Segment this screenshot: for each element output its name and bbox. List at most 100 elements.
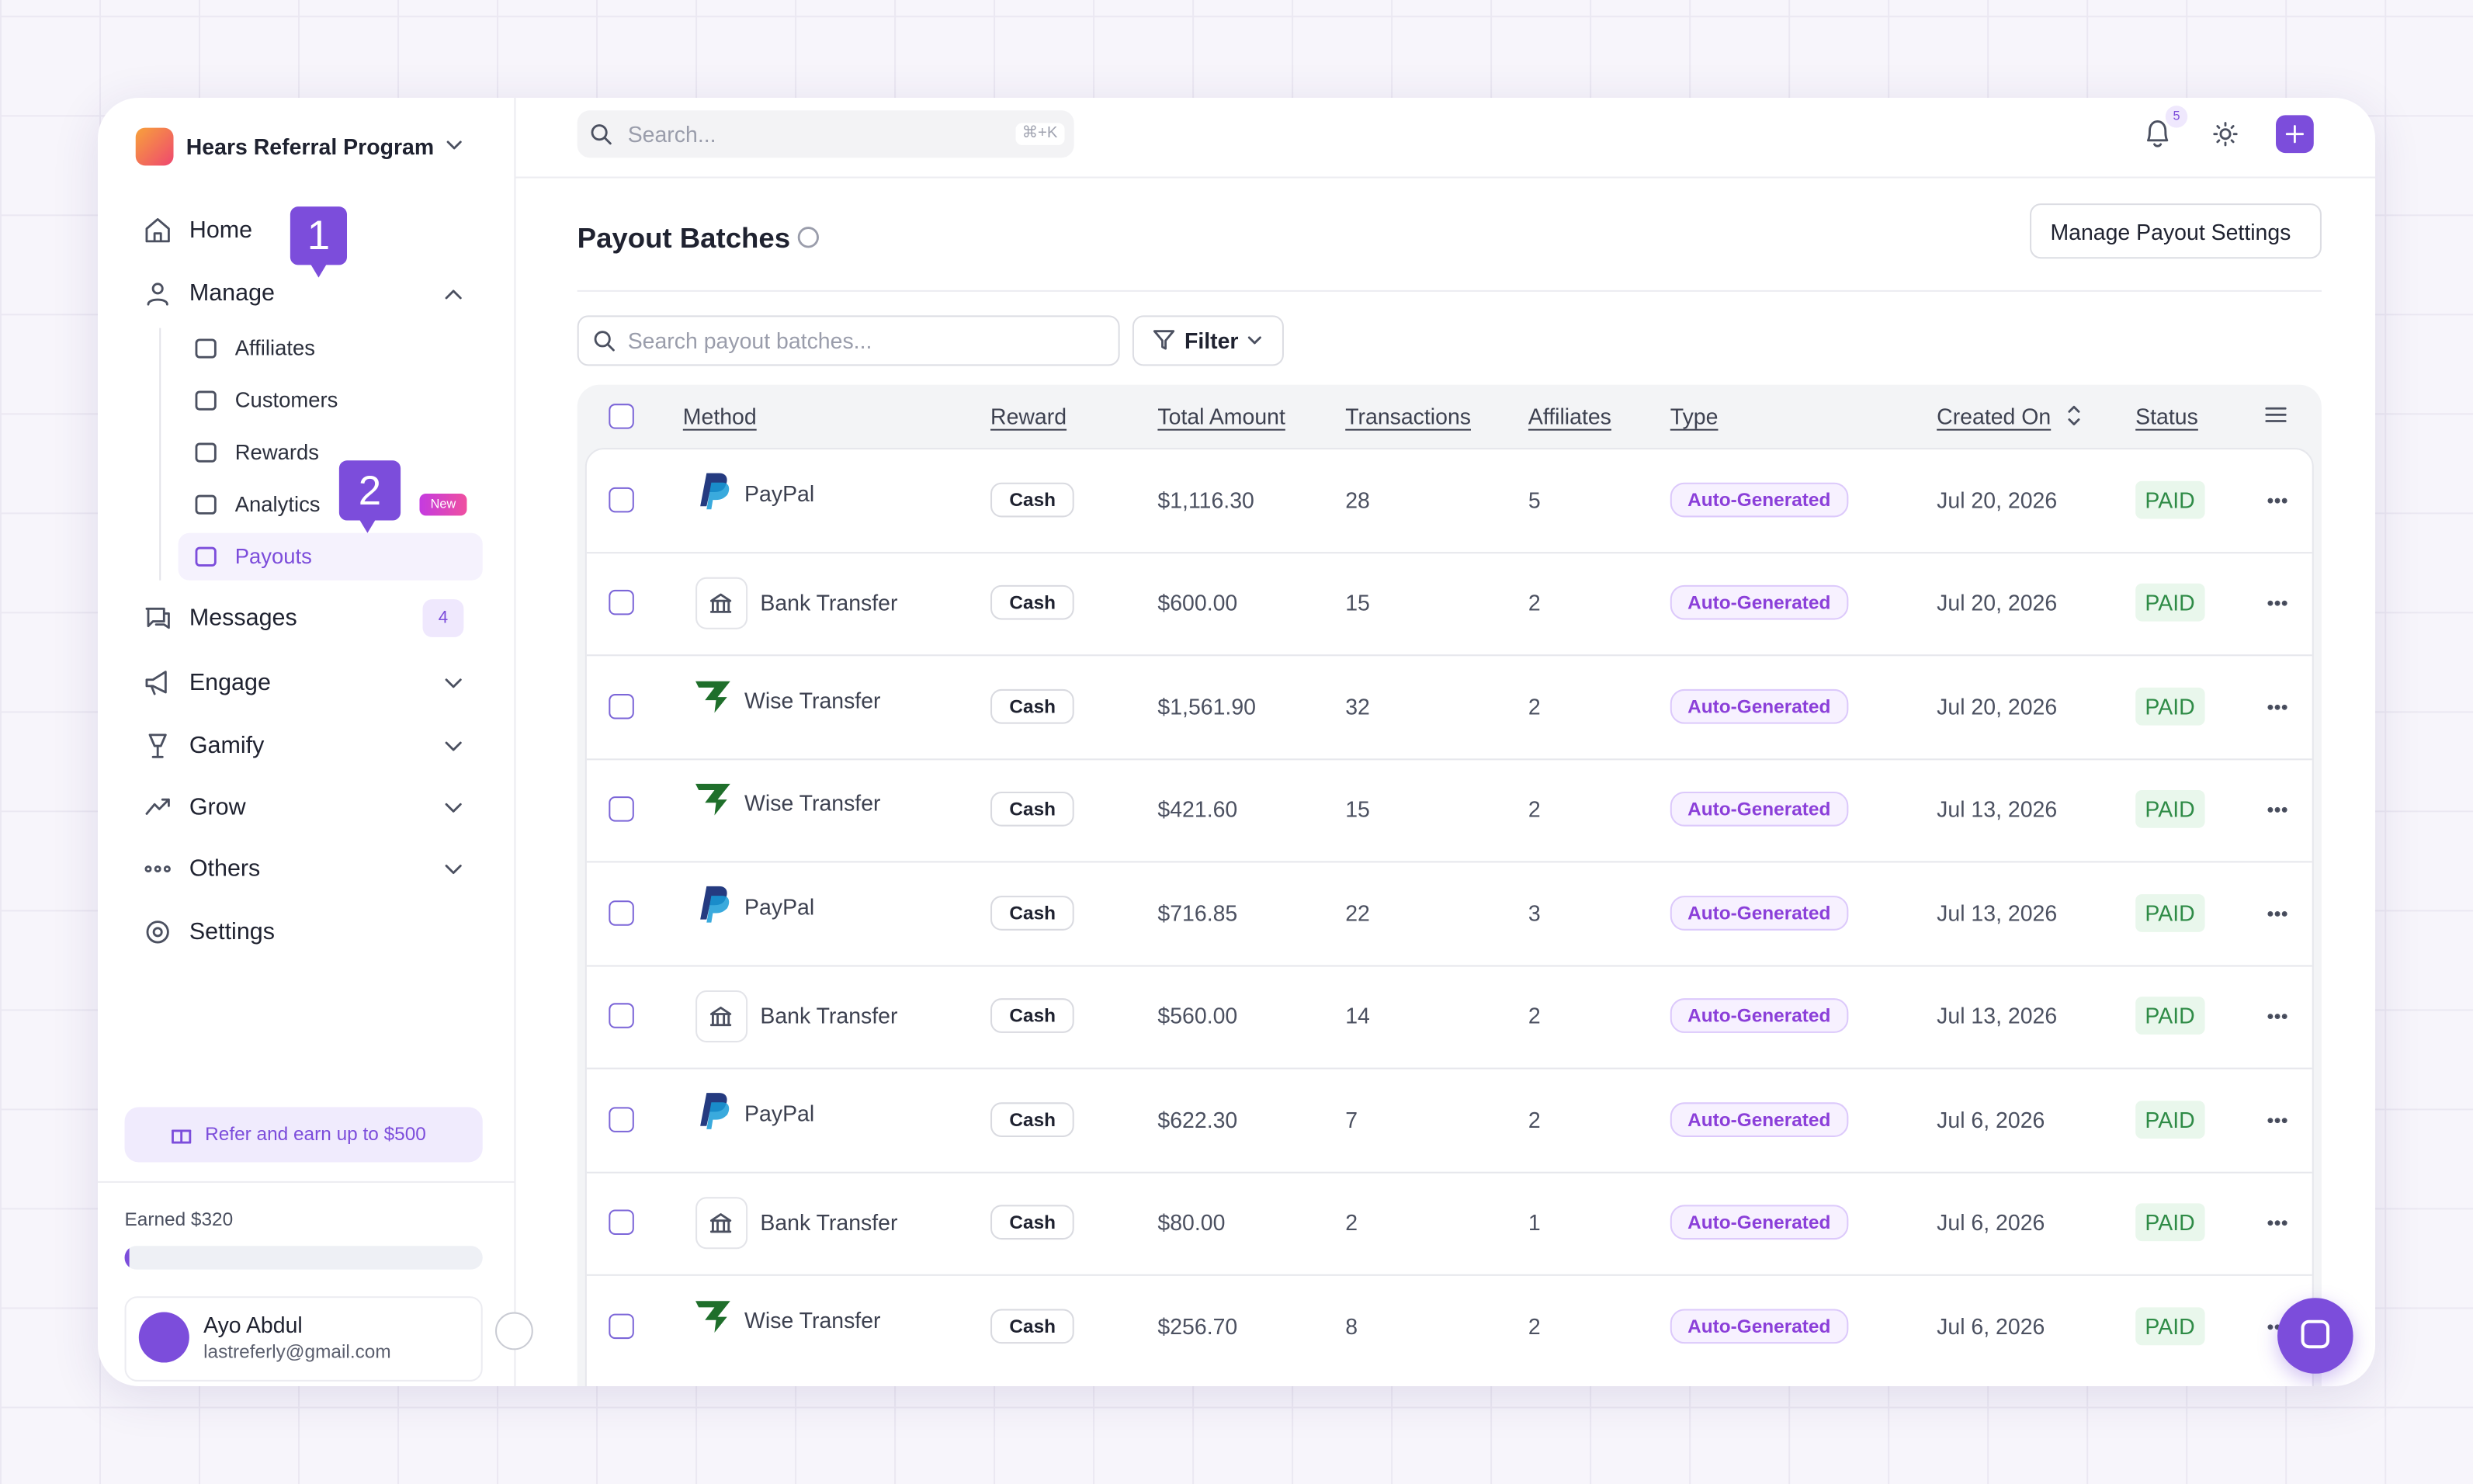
submenu-item[interactable]: Analytics: [234, 492, 321, 516]
refer-text: Refer and earn up to $500: [205, 1122, 426, 1146]
bell[interactable]: [2145, 120, 2170, 148]
add-button[interactable]: [2276, 115, 2314, 154]
method-icon-box: [695, 577, 748, 630]
row-checkbox[interactable]: [609, 487, 634, 512]
method-icon: [700, 1092, 730, 1129]
submenu-item[interactable]: Customers: [234, 388, 338, 412]
row-checkbox[interactable]: [609, 900, 634, 926]
workspace-name[interactable]: Hears Referral Program: [186, 133, 435, 160]
column-header[interactable]: Transactions: [1345, 404, 1471, 429]
transactions: 32: [1345, 693, 1370, 719]
sort-icon: [2068, 405, 2080, 426]
row-divider: [586, 1274, 2312, 1276]
settings-button[interactable]: [2030, 203, 2322, 259]
type-pill: Auto-Generated: [1670, 1101, 1848, 1137]
status: PAID: [2135, 687, 2204, 726]
method: Bank Transfer: [760, 590, 898, 615]
column-header[interactable]: Status: [2135, 404, 2198, 429]
help-icon[interactable]: [797, 227, 819, 248]
status: PAID: [2135, 480, 2204, 518]
row-checkbox[interactable]: [609, 1003, 634, 1029]
row-divider: [586, 1170, 2312, 1173]
user-card[interactable]: [124, 1296, 483, 1382]
nav-icon: [145, 607, 170, 629]
row-checkbox[interactable]: [609, 693, 634, 719]
nav-icon: [145, 671, 167, 695]
affiliates: 3: [1528, 900, 1541, 926]
created-on: Jul 20, 2026: [1937, 487, 2058, 512]
column-header[interactable]: Method: [682, 404, 757, 429]
nav-item[interactable]: Messages: [189, 605, 297, 632]
tour-callout: 1: [290, 206, 348, 265]
reward-pill: Cash: [990, 688, 1075, 724]
submenu-item[interactable]: Rewards: [234, 440, 320, 464]
transactions: 2: [1345, 1209, 1358, 1236]
table-search[interactable]: [577, 315, 1120, 366]
row-actions: [2267, 1220, 2287, 1226]
nav-item[interactable]: Home: [189, 217, 253, 244]
nav-item[interactable]: Engage: [189, 669, 271, 697]
submenu-item[interactable]: Affiliates: [234, 336, 315, 360]
type-pill: Auto-Generated: [1670, 688, 1848, 724]
nav-icon: [148, 733, 167, 758]
row-actions: [2267, 601, 2287, 607]
affiliates: 2: [1528, 796, 1541, 823]
page-title: Payout Batches: [577, 222, 791, 255]
table-search-placeholder: Search payout batches...: [627, 328, 872, 354]
column-header[interactable]: Affiliates: [1528, 404, 1611, 429]
row-divider: [586, 551, 2312, 553]
plus: [2285, 125, 2304, 144]
method-icon: [695, 681, 730, 713]
column-header[interactable]: Created On: [1937, 404, 2052, 429]
active-bg: [178, 532, 483, 581]
nav-item[interactable]: Others: [189, 855, 261, 882]
affiliates: 2: [1528, 693, 1541, 719]
nav-icon: [144, 865, 171, 873]
nav-item[interactable]: Grow: [189, 794, 246, 821]
theme-toggle[interactable]: [2213, 122, 2238, 147]
method: PayPal: [744, 480, 815, 506]
row-checkbox[interactable]: [609, 590, 634, 615]
nav-item[interactable]: Manage: [189, 279, 275, 307]
columns-icon[interactable]: [2265, 407, 2287, 422]
collapse-button[interactable]: [495, 1312, 533, 1351]
refer-button[interactable]: [124, 1107, 483, 1163]
row-checkbox[interactable]: [609, 1313, 634, 1339]
topbar-border: [515, 176, 2376, 179]
chevron: [445, 803, 462, 813]
submenu-item[interactable]: Payouts: [234, 544, 312, 568]
type-pill: Auto-Generated: [1670, 1205, 1848, 1240]
row-divider: [586, 964, 2312, 966]
reward-pill: Cash: [990, 998, 1075, 1034]
settings-button-text: Manage Payout Settings: [2050, 219, 2291, 244]
global-search[interactable]: [577, 110, 1074, 158]
method-icon: [700, 886, 730, 923]
row-divider: [586, 1067, 2312, 1070]
status: PAID: [2135, 1203, 2204, 1242]
method-icon: [695, 784, 730, 816]
type-pill: Auto-Generated: [1670, 895, 1848, 931]
filter-button[interactable]: [1132, 315, 1284, 366]
shortcut: ⌘+K: [1015, 123, 1064, 145]
column-header[interactable]: Total Amount: [1157, 404, 1285, 429]
total-amount: $80.00: [1157, 1209, 1226, 1236]
transactions: 14: [1345, 1003, 1370, 1029]
column-header[interactable]: Reward: [990, 404, 1067, 429]
row-checkbox[interactable]: [609, 1106, 634, 1132]
row-checkbox[interactable]: [609, 796, 634, 823]
filter-icon: [1153, 330, 1175, 350]
method: Wise Transfer: [744, 1306, 881, 1333]
column-header[interactable]: Type: [1670, 404, 1719, 429]
row-checkbox[interactable]: [609, 1209, 634, 1236]
method-icon: [695, 1300, 730, 1333]
total-amount: $560.00: [1157, 1003, 1238, 1029]
status: PAID: [2135, 584, 2204, 622]
nav-item[interactable]: Settings: [189, 918, 275, 946]
nav-item[interactable]: Gamify: [189, 732, 265, 760]
chat-button[interactable]: [2277, 1298, 2353, 1374]
nav-icon: [145, 798, 170, 815]
select-all[interactable]: [609, 404, 634, 429]
type-pill: Auto-Generated: [1670, 1308, 1848, 1344]
chevron: [1247, 336, 1261, 345]
